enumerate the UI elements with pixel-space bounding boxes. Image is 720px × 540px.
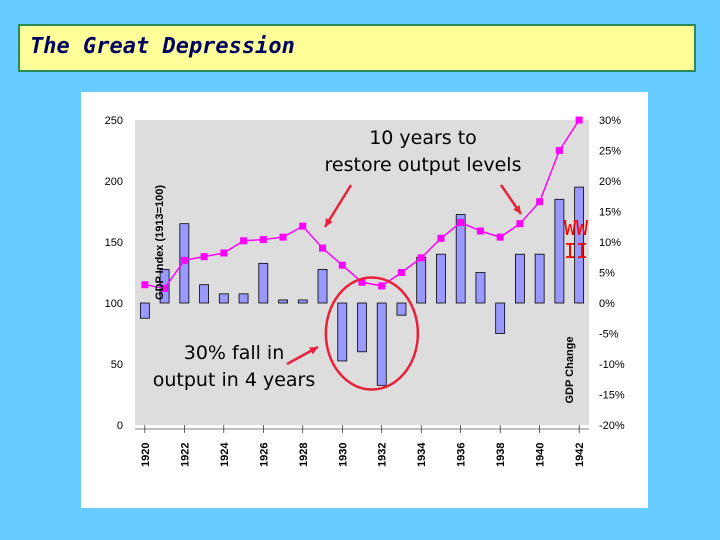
gdp-index-point [397, 269, 405, 276]
gdp-index-point [200, 253, 208, 261]
gdp-change-bar [337, 302, 348, 362]
arrow-to-1929-peak-head [325, 218, 333, 227]
gdp-index-point [536, 198, 544, 206]
gdp-index-point [457, 218, 465, 226]
gdp-change-bar [218, 293, 229, 304]
gdp-change-bar [357, 302, 367, 353]
gdp-index-point [259, 236, 267, 244]
gdp-change-bar [475, 272, 486, 304]
arrow-to-1929-peak [323, 184, 353, 228]
plot-area [135, 120, 589, 425]
y-left-tick-label: 0 [117, 420, 123, 432]
x-tick-label: 1930 [337, 443, 349, 467]
gdp-change-bar [554, 198, 565, 304]
x-tick-label: 1936 [456, 443, 468, 467]
gdp-change-bar [258, 262, 269, 304]
y-left-tick-label: 250 [105, 115, 123, 127]
y-left-tick-label: 200 [105, 176, 123, 188]
gdp-index-point [240, 237, 248, 245]
gdp-index-point [417, 254, 425, 262]
gdp-index-point [141, 281, 149, 289]
gdp-change-bar [574, 186, 585, 304]
gdp-change-bar [534, 253, 545, 304]
y-right-tick-label: -5% [599, 329, 619, 341]
x-tick-label: 1928 [298, 443, 310, 467]
y-right-tick-label: -15% [599, 390, 625, 402]
y-right-tick-label: 30% [599, 115, 621, 127]
slide-title: The Great Depression [30, 34, 295, 59]
x-tick-label: 1934 [416, 442, 428, 467]
gdp-index-point [378, 282, 386, 290]
arrow-to-1939-recovery-head [513, 205, 521, 214]
gdp-change-bar [495, 302, 506, 334]
gdp-index-point [220, 249, 228, 257]
gdp-index-point [279, 233, 287, 241]
gdp-change-bar [376, 302, 387, 386]
gdp-change-bar [199, 284, 209, 304]
x-tick-label: 1926 [258, 443, 270, 467]
annotation-ww2: WW II [563, 216, 589, 263]
arrow-to-depression-circle-head [309, 347, 318, 355]
gdp-change-bar [416, 256, 427, 304]
gdp-change-bar [396, 302, 407, 316]
y-right-tick-label: 5% [599, 268, 615, 280]
chart-panel: 0 50 100 150 200 250 -20% -15% -10% -5% 0% 5% 10% 15%… [81, 92, 648, 508]
annotation-output-fall: 30% fall in output in 4 years [152, 342, 316, 391]
x-tick-label: 1938 [495, 443, 507, 467]
title-box: The Great Depression [18, 24, 696, 72]
depression-highlight-circle [324, 276, 420, 391]
y-right-tick-label: 10% [599, 237, 621, 249]
gdp-change-bar [278, 299, 288, 304]
y-right-tick-label: 25% [599, 146, 621, 158]
gdp-change-bar [436, 253, 446, 304]
gdp-change-bar [455, 214, 466, 304]
y-right-tick-label: 20% [599, 176, 621, 188]
gdp-index-point [338, 261, 346, 269]
x-tick-label: 1920 [140, 443, 152, 467]
gdp-change-bar [139, 302, 150, 319]
gdp-index-point [180, 256, 188, 264]
y-right-tick-label: -10% [599, 359, 625, 371]
x-tick-label: 1922 [179, 443, 191, 467]
y-right-tick-label: 0% [599, 298, 615, 310]
gdp-index-point [555, 147, 563, 154]
gdp-index-point [516, 220, 524, 228]
x-tick-label: 1932 [377, 443, 389, 467]
gdp-change-bar [317, 269, 328, 304]
gdp-change-bar [238, 293, 249, 304]
gdp-chart: 0 50 100 150 200 250 -20% -15% -10% -5% 0% 5% 10% 15%… [105, 115, 625, 467]
y-right-tick-label: 15% [599, 207, 621, 219]
x-tick-label: 1924 [219, 442, 231, 467]
gdp-change-bar [297, 299, 308, 304]
gdp-index-point [575, 116, 583, 124]
y-right-tick-label: -20% [599, 420, 625, 432]
x-tick-label: 1940 [535, 443, 547, 467]
y-left-axis-title: GDP Index (1913=100) [154, 185, 166, 300]
gdp-change-bar [515, 253, 525, 304]
y-left-tick-label: 150 [105, 237, 123, 249]
y-right-axis-title: GDP Change [564, 336, 576, 403]
gdp-index-point [161, 284, 169, 292]
gdp-index-point [476, 227, 484, 235]
gdp-index-point [299, 222, 307, 230]
y-left-tick-label: 100 [105, 298, 123, 310]
gdp-index-point [319, 244, 327, 252]
gdp-index-point [437, 234, 445, 242]
annotation-restore-output: 10 years to restore output levels [324, 127, 522, 176]
y-left-tick-label: 50 [111, 359, 123, 371]
gdp-index-point [496, 233, 504, 241]
x-tick-label: 1942 [574, 443, 586, 467]
gdp-index-point [358, 278, 366, 286]
